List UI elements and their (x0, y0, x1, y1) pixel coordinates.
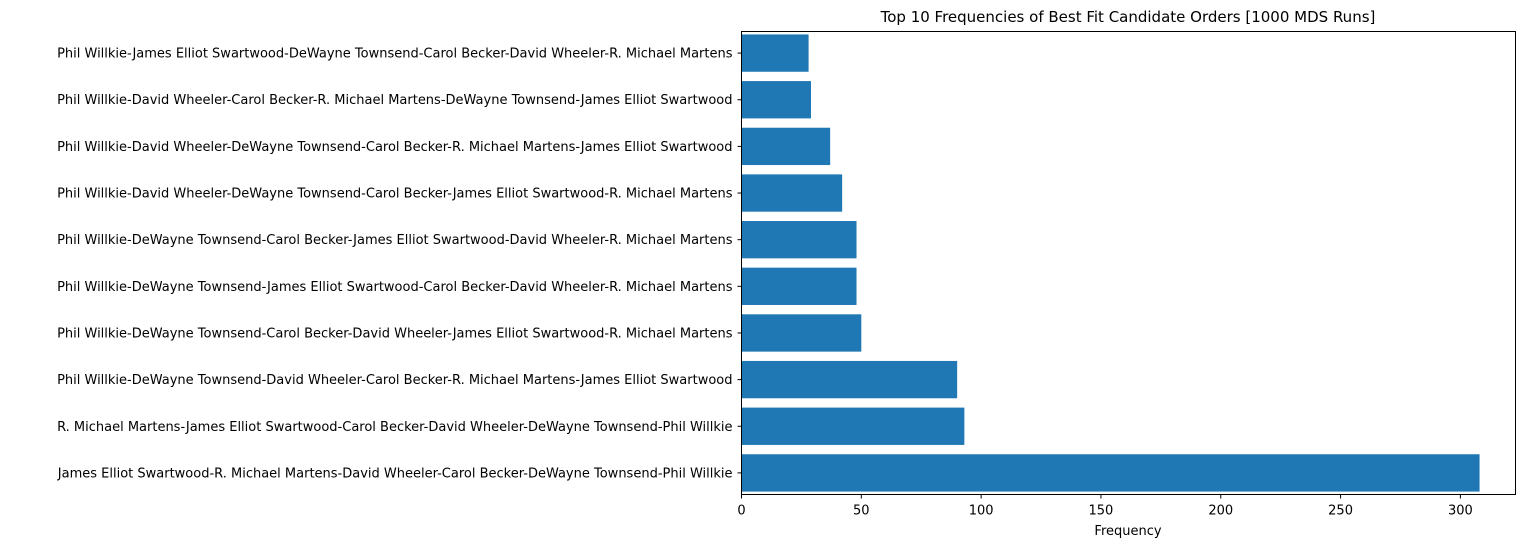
bar (741, 127, 831, 166)
y-tick-label: Phil Willkie-DeWayne Townsend-James Elli… (57, 280, 733, 295)
y-tick-label: Phil Willkie-David Wheeler-DeWayne Towns… (57, 140, 732, 155)
bar (741, 81, 811, 119)
bar (741, 34, 809, 72)
bar (741, 360, 958, 399)
chart-title: Top 10 Frequencies of Best Fit Candidate… (880, 8, 1376, 26)
y-tick-label: R. Michael Martens-James Elliot Swartwoo… (57, 420, 732, 435)
y-tick-label: Phil Willkie-DeWayne Townsend-Carol Beck… (57, 326, 733, 341)
bars-group (741, 34, 1480, 492)
y-tick-label: Phil Willkie-James Elliot Swartwood-DeWa… (57, 47, 733, 62)
x-tick-label: 200 (1208, 504, 1233, 519)
x-tick-label: 50 (853, 504, 870, 519)
y-tick-label: James Elliot Swartwood-R. Michael Marten… (57, 466, 733, 481)
x-tick-label: 250 (1328, 504, 1353, 519)
x-axis-ticks: 0 50 100 150 200 250 300 (737, 494, 1473, 519)
y-tick-label: Phil Willkie-David Wheeler-Carol Becker-… (57, 93, 732, 108)
bar (741, 267, 857, 305)
x-tick-label: 0 (737, 504, 745, 519)
x-tick-label: 300 (1448, 504, 1473, 519)
x-tick-label: 100 (969, 504, 994, 519)
y-tick-label: Phil Willkie-DeWayne Townsend-David Whee… (57, 373, 732, 388)
x-axis-label: Frequency (1094, 524, 1161, 539)
x-tick-label: 150 (1089, 504, 1114, 519)
bar (741, 314, 862, 352)
plot-frame (741, 31, 1516, 495)
bar (741, 454, 1480, 492)
bar (741, 407, 965, 445)
bar (741, 221, 857, 259)
y-axis-ticks: James Elliot Swartwood-R. Michael Marten… (57, 47, 742, 481)
y-tick-label: Phil Willkie-David Wheeler-DeWayne Towns… (57, 187, 733, 202)
bar (741, 174, 843, 212)
y-tick-label: Phil Willkie-DeWayne Townsend-Carol Beck… (57, 233, 733, 248)
